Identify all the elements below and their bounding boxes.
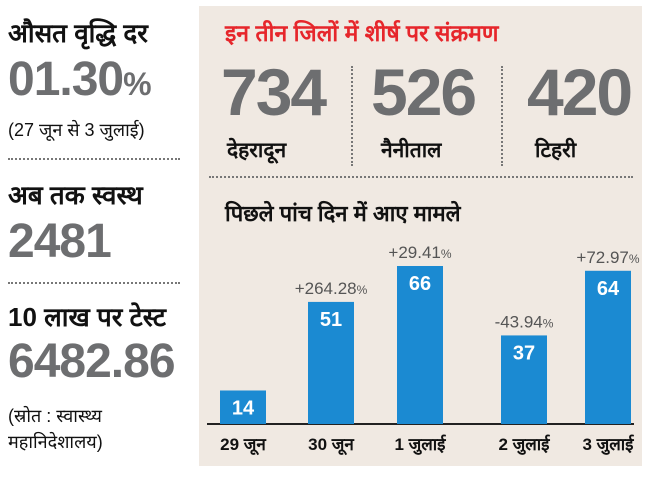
bar xyxy=(585,270,631,424)
tests-label: 10 लाख पर टेस्ट xyxy=(8,302,166,332)
growth-rate-unit: % xyxy=(123,66,152,102)
growth-rate-number: 01.30 xyxy=(8,53,124,106)
divider xyxy=(8,282,180,284)
tests-value: 6482.86 xyxy=(8,335,176,388)
district-value-dehradun: 734 xyxy=(221,55,327,129)
chart-title: पिछले पांच दिन में आए मामले xyxy=(225,201,461,226)
recovered-label: अब तक स्वस्थ xyxy=(8,180,143,210)
bar-value-label: 14 xyxy=(232,397,255,419)
bar-value-label: 64 xyxy=(597,278,620,300)
district-name-dehradun: देहरादून xyxy=(227,139,287,162)
cases-bar-chart: 14 29 जून 51 30 जून +264.28% 66 1 जुलाई +29.41%… xyxy=(207,243,640,456)
bar-value-label: 66 xyxy=(409,273,431,295)
district-value-tehri: 420 xyxy=(527,55,633,129)
bar xyxy=(397,266,443,424)
top-districts-title: इन तीन जिलों में शीर्ष पर संक्रमण xyxy=(225,20,499,46)
change-label: -43.94% xyxy=(495,312,554,331)
change-label: +72.97% xyxy=(576,248,639,267)
district-separator xyxy=(501,66,503,166)
recovered-value: 2481 xyxy=(8,215,112,268)
district-value-nainital: 526 xyxy=(371,55,477,129)
bar xyxy=(501,335,547,424)
district-name-tehri: टिहरी xyxy=(535,139,577,162)
bar xyxy=(308,301,354,424)
district-separator xyxy=(351,66,353,166)
bar-value-label: 37 xyxy=(513,342,535,364)
x-tick-label: 29 जून xyxy=(220,435,266,456)
section-divider xyxy=(209,176,633,178)
change-label: +264.28% xyxy=(295,279,368,298)
x-tick-label: 3 जुलाई xyxy=(582,434,634,455)
district-name-nainital: नैनीताल xyxy=(381,139,442,162)
growth-rate-label: औसत वृद्धि दर xyxy=(8,18,148,48)
growth-rate-value: 01.30% xyxy=(8,52,152,107)
divider xyxy=(8,158,180,160)
x-tick-label: 2 जुलाई xyxy=(498,434,550,455)
left-panel: औसत वृद्धि दर 01.30% (27 जून से 3 जुलाई)… xyxy=(0,0,190,480)
right-panel: इन तीन जिलों में शीर्ष पर संक्रमण 734 दे… xyxy=(199,6,642,466)
source-line-1: (स्रोत : स्वास्थ्य xyxy=(8,406,102,426)
x-tick-label: 1 जुलाई xyxy=(394,434,446,455)
bar-value-label: 51 xyxy=(320,309,342,331)
growth-rate-period: (27 जून से 3 जुलाई) xyxy=(8,120,145,140)
source-line-2: महानिदेशालय) xyxy=(8,432,103,452)
x-tick-label: 30 जून xyxy=(308,435,354,456)
bar xyxy=(220,390,266,424)
change-label: +29.41% xyxy=(388,243,451,262)
